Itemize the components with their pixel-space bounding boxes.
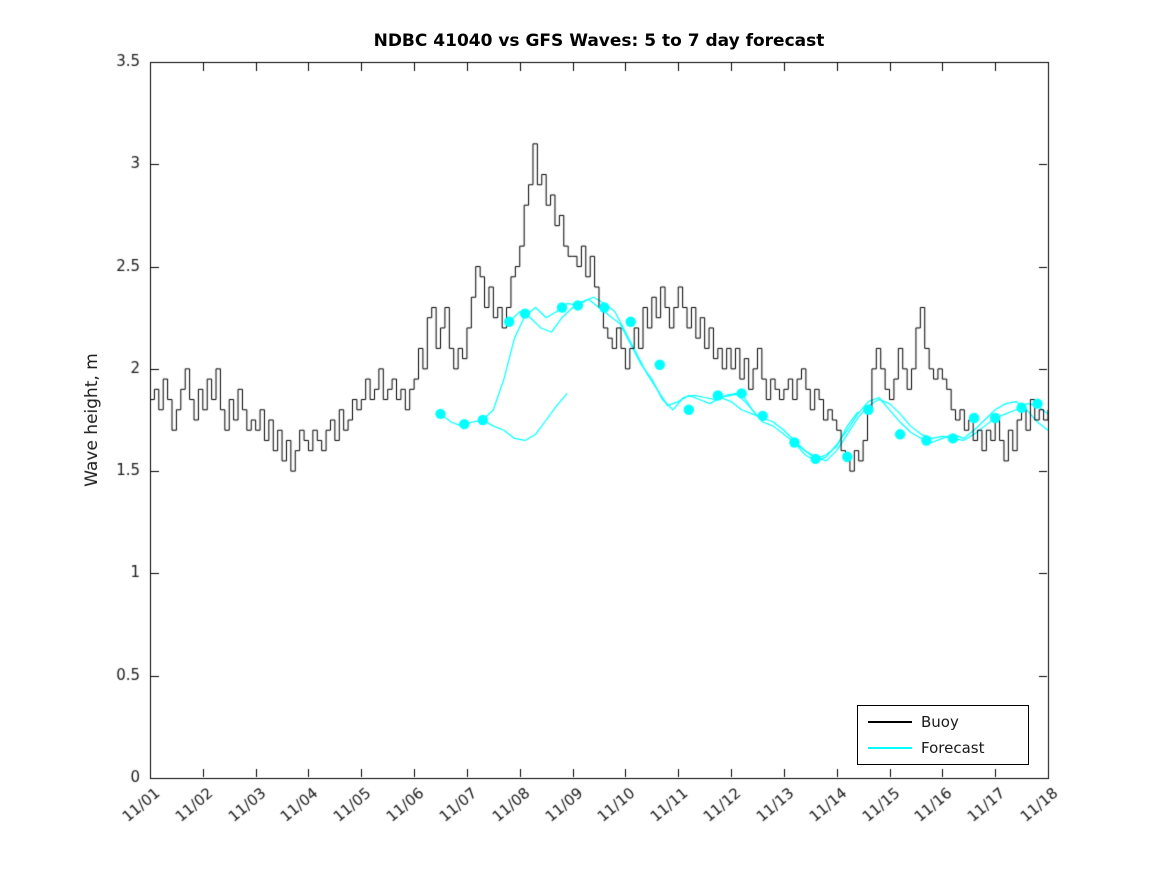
forecast-line-swatch [868,746,912,749]
y-axis-label: Wave height, m [82,353,102,487]
legend-label-forecast: Forecast [921,738,985,757]
buoy-line-swatch [868,721,912,724]
legend-item-forecast: Forecast [868,739,1028,757]
legend: Buoy Forecast [857,705,1029,765]
legend-item-buoy: Buoy [868,713,1028,731]
chart-title: NDBC 41040 vs GFS Waves: 5 to 7 day fore… [373,31,825,51]
legend-label-buoy: Buoy [921,713,959,732]
